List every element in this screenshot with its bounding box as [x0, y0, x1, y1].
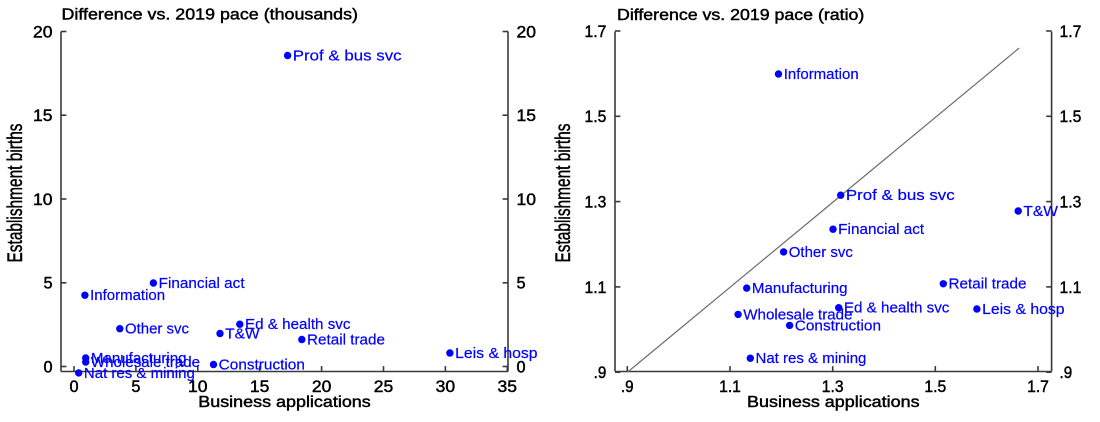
- svg-text:Nat res & mining: Nat res & mining: [84, 365, 195, 382]
- svg-text:Nat res & mining: Nat res & mining: [756, 350, 867, 367]
- svg-text:10: 10: [33, 191, 53, 209]
- svg-text:Retail trade: Retail trade: [949, 276, 1027, 293]
- svg-text:.9: .9: [621, 378, 634, 396]
- svg-text:Ed & health svc: Ed & health svc: [844, 300, 950, 317]
- svg-text:20: 20: [517, 23, 537, 41]
- svg-text:Ed & health svc: Ed & health svc: [245, 316, 351, 333]
- svg-text:Wholesale trade: Wholesale trade: [743, 306, 852, 323]
- svg-text:5: 5: [43, 275, 52, 293]
- svg-text:0: 0: [517, 358, 526, 376]
- svg-text:5: 5: [517, 275, 526, 293]
- svg-text:Prof & bus svc: Prof & bus svc: [293, 47, 402, 64]
- svg-text:Business applications: Business applications: [747, 394, 920, 411]
- svg-text:1.1: 1.1: [585, 279, 607, 297]
- svg-text:1.5: 1.5: [1060, 108, 1082, 126]
- svg-text:1.3: 1.3: [585, 194, 607, 212]
- svg-text:.9: .9: [594, 364, 607, 382]
- svg-text:Leis & hosp: Leis & hosp: [982, 301, 1065, 318]
- svg-text:15: 15: [33, 107, 53, 125]
- svg-text:5: 5: [131, 378, 140, 396]
- svg-text:Establishment births: Establishment births: [552, 124, 575, 263]
- svg-text:Financial act: Financial act: [159, 275, 246, 292]
- svg-text:Construction: Construction: [795, 317, 881, 334]
- svg-text:1.7: 1.7: [1027, 378, 1049, 396]
- svg-text:30: 30: [436, 378, 456, 396]
- svg-text:15: 15: [250, 378, 270, 396]
- svg-text:1.7: 1.7: [1060, 23, 1082, 41]
- svg-text:Information: Information: [90, 287, 165, 304]
- svg-text:0: 0: [43, 358, 52, 376]
- svg-text:Retail trade: Retail trade: [307, 331, 385, 348]
- svg-text:Other svc: Other svc: [789, 244, 853, 261]
- svg-text:25: 25: [374, 378, 394, 396]
- svg-text:0: 0: [69, 378, 78, 396]
- svg-text:1.3: 1.3: [1060, 194, 1082, 212]
- svg-text:Business applications: Business applications: [198, 394, 371, 411]
- svg-text:1.7: 1.7: [585, 23, 607, 41]
- svg-text:Manufacturing: Manufacturing: [752, 280, 848, 297]
- svg-text:1.5: 1.5: [585, 108, 607, 126]
- svg-text:Other svc: Other svc: [125, 321, 189, 338]
- svg-text:Information: Information: [784, 66, 859, 83]
- svg-text:Difference vs. 2019 pace (thou: Difference vs. 2019 pace (thousands): [62, 7, 359, 24]
- svg-text:Wholesale trade: Wholesale trade: [91, 354, 200, 371]
- svg-text:Difference vs. 2019 pace (rati: Difference vs. 2019 pace (ratio): [617, 7, 864, 24]
- svg-text:20: 20: [312, 378, 332, 396]
- svg-text:Construction: Construction: [219, 356, 305, 373]
- svg-text:T&W: T&W: [225, 325, 260, 342]
- svg-text:Manufacturing: Manufacturing: [91, 350, 187, 367]
- svg-text:10: 10: [188, 378, 208, 396]
- svg-text:1.3: 1.3: [822, 378, 844, 396]
- svg-text:Prof & bus svc: Prof & bus svc: [846, 187, 955, 204]
- svg-text:35: 35: [498, 378, 518, 396]
- svg-text:20: 20: [33, 23, 53, 41]
- svg-text:.9: .9: [1060, 364, 1073, 382]
- svg-text:1.1: 1.1: [719, 378, 741, 396]
- svg-text:1.5: 1.5: [924, 378, 946, 396]
- svg-text:1.1: 1.1: [1060, 279, 1082, 297]
- svg-text:Leis & hosp: Leis & hosp: [455, 345, 537, 362]
- svg-text:Financial act: Financial act: [838, 221, 925, 238]
- svg-text:10: 10: [517, 191, 537, 209]
- svg-text:15: 15: [517, 107, 537, 125]
- svg-text:Establishment births: Establishment births: [4, 124, 27, 263]
- svg-text:T&W: T&W: [1023, 203, 1058, 220]
